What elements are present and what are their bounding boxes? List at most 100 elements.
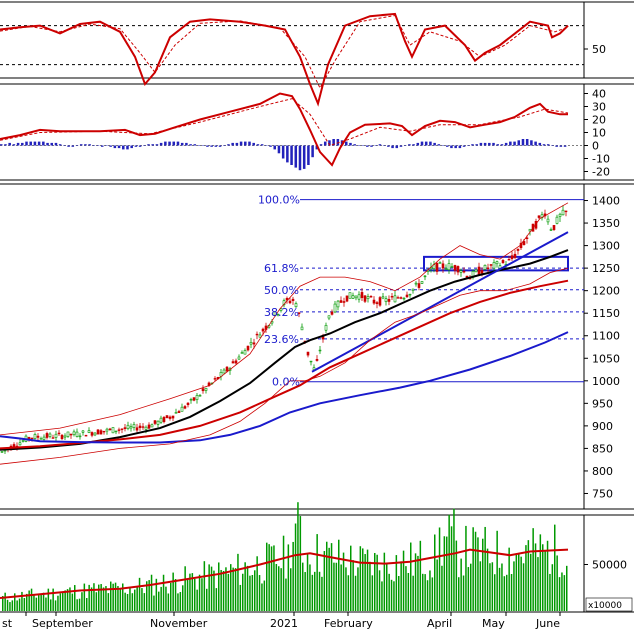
macd-histogram-bar — [500, 144, 504, 146]
volume-bar — [352, 560, 354, 611]
volume-bar — [158, 591, 160, 611]
volume-bar — [393, 581, 395, 611]
candle-body — [42, 436, 46, 440]
macd-histogram-bar — [4, 144, 7, 146]
macd-histogram-bar — [387, 145, 390, 147]
volume-bar — [470, 563, 472, 611]
candle-body — [357, 294, 361, 300]
candle-body — [147, 424, 151, 429]
x-tick-label: November — [150, 617, 208, 630]
candle-body — [240, 352, 244, 354]
volume-bar — [59, 593, 62, 611]
macd-histogram-bar — [214, 145, 218, 147]
volume-bar — [160, 586, 162, 611]
volume-bar — [465, 525, 467, 611]
macd-histogram-bar — [122, 145, 125, 150]
x-tick-label: st — [2, 617, 13, 630]
rsi-line — [0, 12, 569, 107]
volume-bar — [364, 554, 366, 611]
macd-histogram-bar — [210, 145, 213, 147]
volume-bar — [38, 595, 40, 611]
macd-histogram-bar — [244, 141, 247, 146]
candle-body — [75, 431, 79, 437]
candle-body — [369, 295, 373, 298]
volume-bar — [249, 575, 251, 611]
macd-histogram-bar — [227, 144, 230, 146]
macd-histogram-bar — [551, 145, 554, 146]
volume-bar — [189, 573, 191, 611]
volume-bar — [498, 567, 501, 611]
macd-histogram-bar — [412, 144, 415, 146]
volume-bar — [213, 570, 215, 611]
volume-bar — [467, 567, 470, 611]
price-tick-label: 1000 — [592, 375, 620, 388]
volume-bar — [414, 553, 417, 611]
volume-bar — [314, 571, 316, 611]
candle-body — [408, 293, 412, 296]
macd-histogram-bar — [185, 142, 188, 146]
candle-body — [516, 248, 520, 251]
volume-bar — [124, 592, 126, 611]
volume-bar — [26, 593, 28, 611]
volume-bar — [9, 602, 11, 611]
candle-body — [435, 262, 439, 272]
macd-histogram-bar — [441, 145, 445, 146]
volume-bar — [371, 575, 374, 611]
candle-body — [459, 270, 463, 273]
candle-body — [309, 360, 313, 363]
volume-bar — [330, 543, 333, 611]
candle-body — [183, 406, 187, 409]
volume-bar — [254, 570, 256, 611]
volume-bar — [282, 535, 285, 611]
candle-body — [306, 351, 310, 356]
candle-body — [159, 417, 163, 423]
volume-bar — [266, 542, 268, 611]
candle-body — [279, 308, 283, 311]
candle-body — [300, 326, 304, 331]
volume-bar — [208, 564, 210, 611]
volume-bar — [2, 596, 4, 611]
macd-histogram-bar — [323, 141, 327, 146]
volume-bar — [64, 590, 66, 611]
macd-histogram-bar — [50, 142, 54, 146]
candle-body — [177, 411, 181, 413]
macd-histogram-bar — [201, 145, 205, 146]
candle-body — [405, 294, 409, 298]
volume-bar — [316, 534, 318, 611]
macd-tick-label: 0 — [592, 140, 599, 153]
candle-body — [27, 437, 31, 440]
macd-histogram-bar — [42, 141, 45, 146]
candle-body — [561, 209, 565, 216]
volume-bar — [292, 541, 294, 611]
candle-body — [99, 430, 103, 435]
candle-body — [87, 430, 91, 433]
candle-body — [315, 359, 319, 361]
volume-bar — [506, 574, 508, 611]
volume-bar — [522, 563, 525, 611]
volume-bar — [527, 540, 530, 611]
macd-histogram-bar — [496, 144, 499, 146]
candle-body — [402, 297, 406, 300]
volume-bar — [410, 542, 412, 611]
candle-body — [222, 369, 226, 374]
candle-body — [60, 434, 64, 439]
macd-histogram-bar — [151, 144, 154, 146]
volume-bar — [472, 527, 474, 611]
candle-body — [396, 297, 400, 299]
macd-histogram-bar — [8, 142, 11, 146]
candle-body — [129, 426, 133, 429]
volume-bar — [366, 549, 369, 611]
macd-histogram-bar — [513, 141, 516, 146]
macd-histogram-bar — [525, 139, 529, 146]
candle-body — [537, 215, 541, 218]
macd-histogram-bar — [538, 142, 542, 146]
trendline-line — [311, 231, 569, 373]
volume-bar — [537, 557, 539, 611]
volume-bar — [196, 589, 198, 611]
macd-histogram-bar — [517, 140, 521, 146]
candle-body — [72, 431, 76, 435]
volume-bar — [93, 583, 95, 611]
macd-histogram-bar — [12, 144, 16, 146]
candle-body — [186, 402, 190, 406]
candle-body — [450, 266, 454, 268]
